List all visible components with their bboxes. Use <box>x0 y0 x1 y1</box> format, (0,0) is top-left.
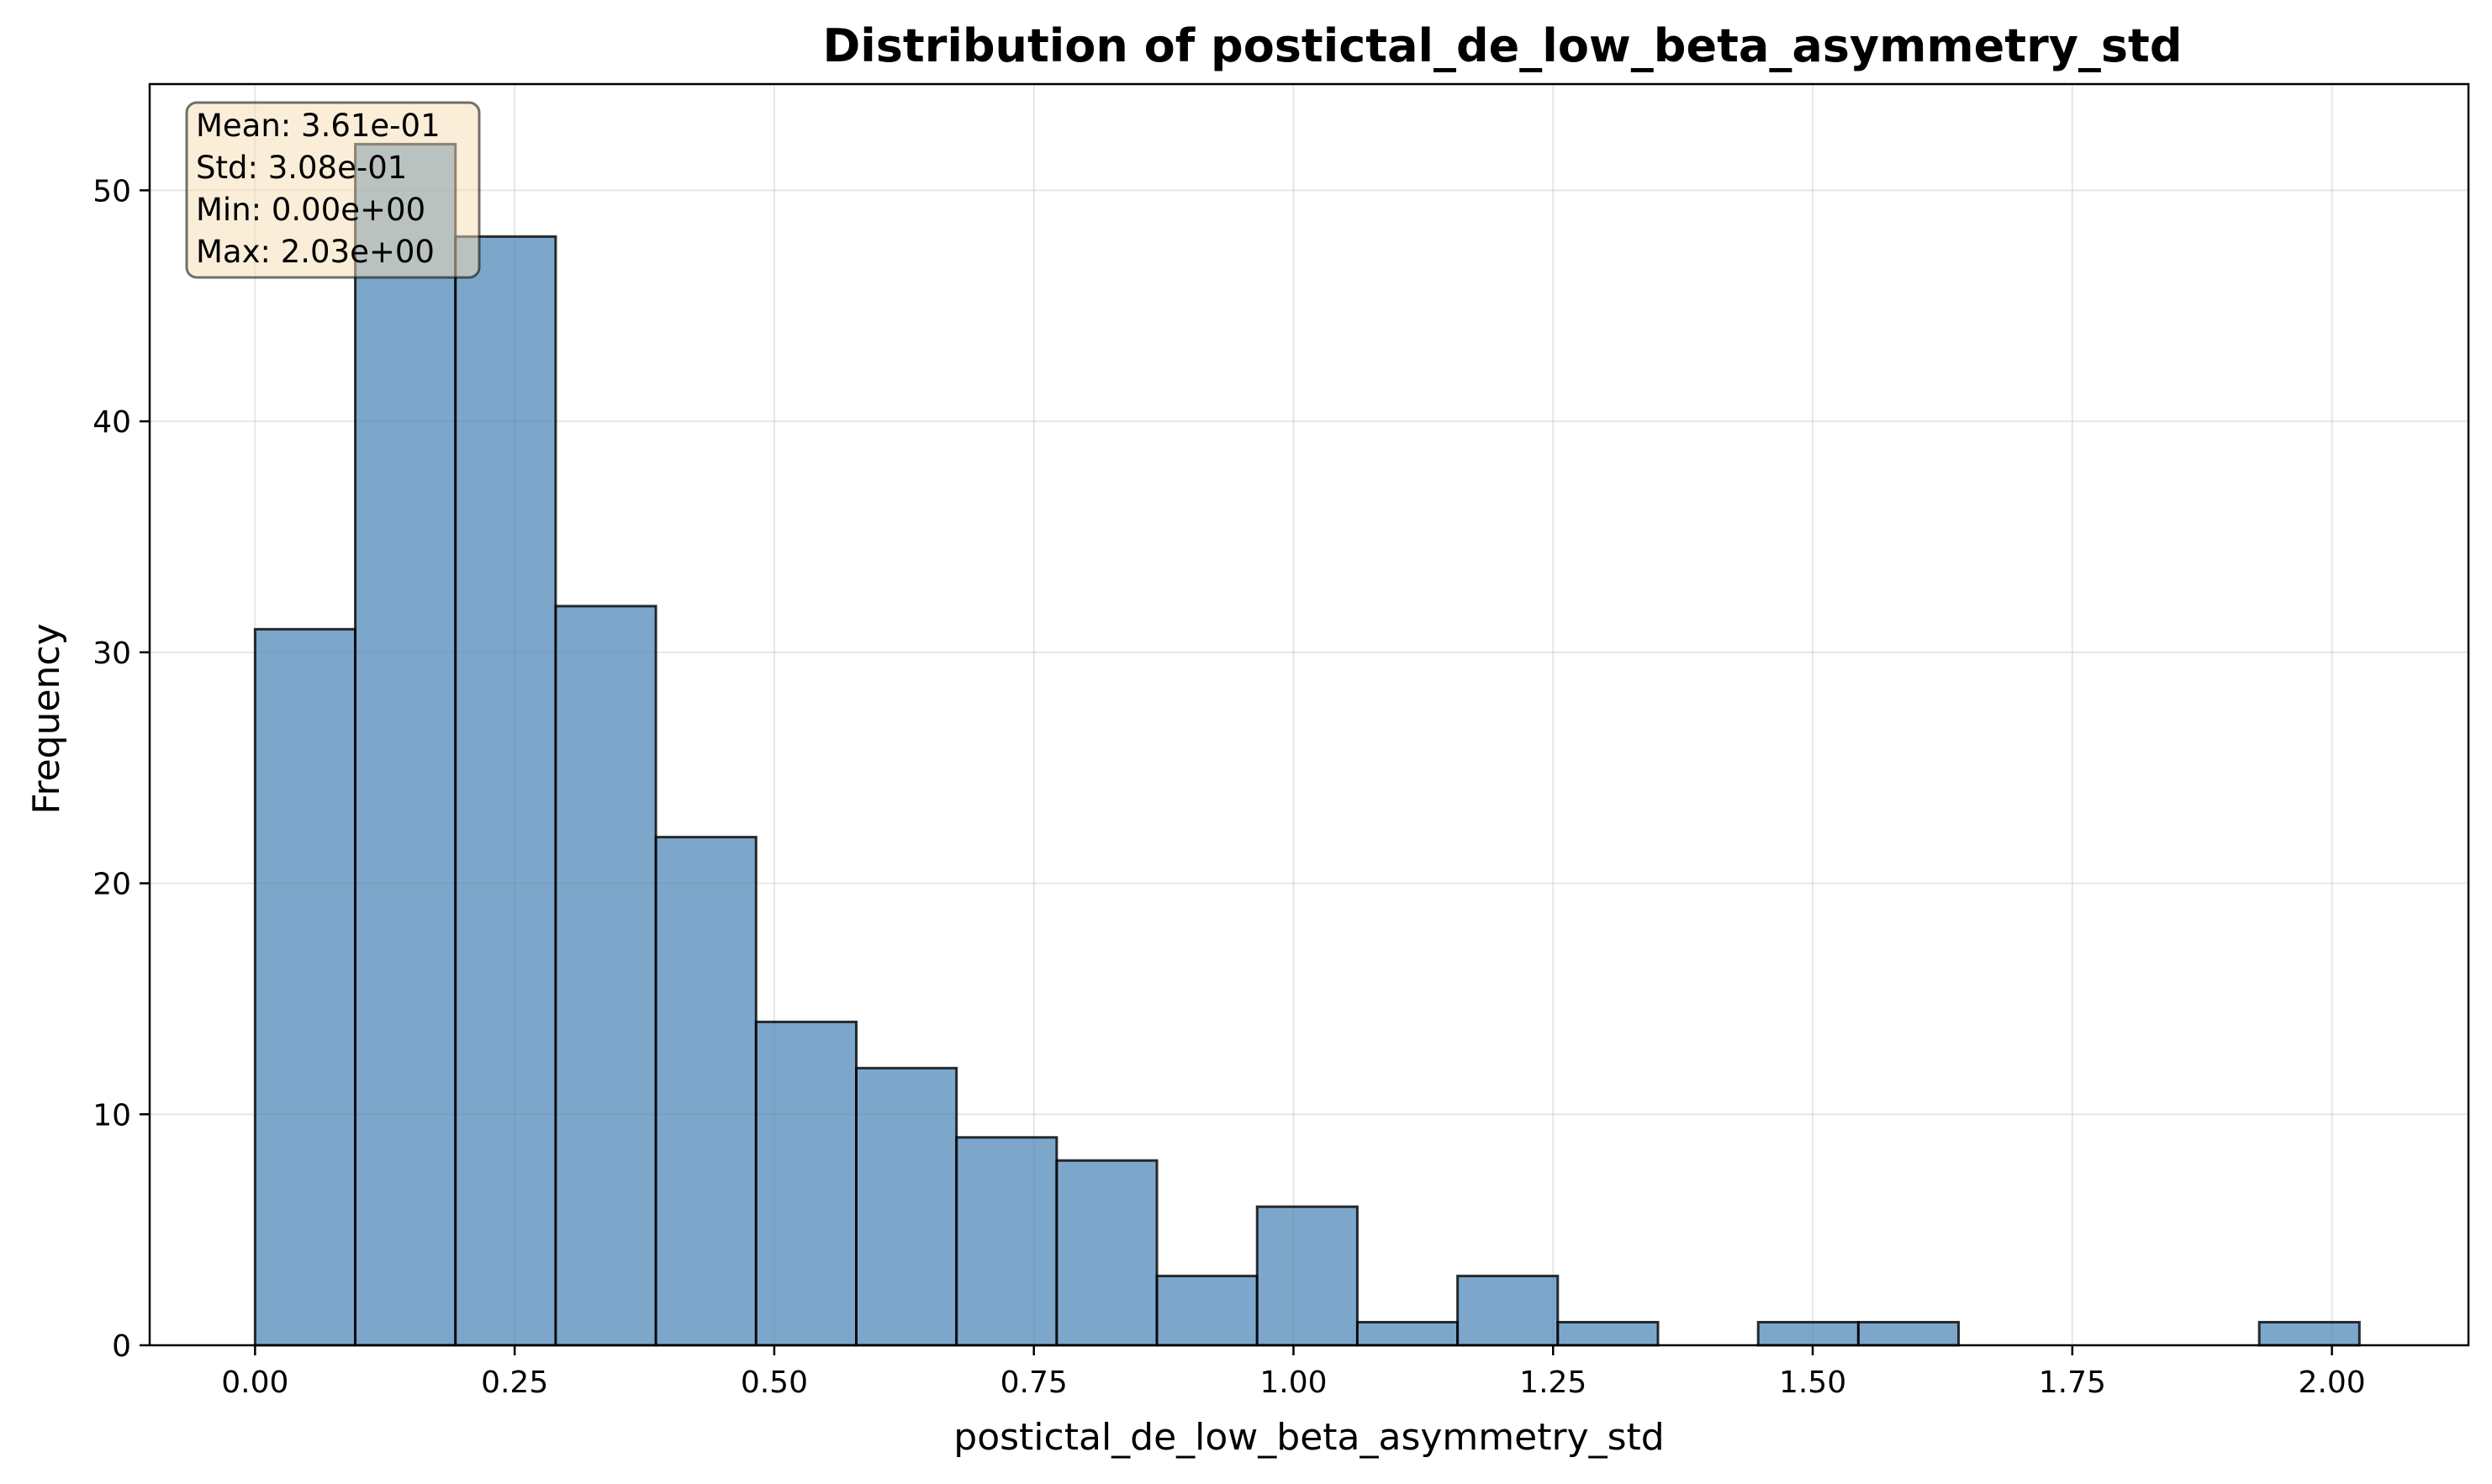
histogram-bar <box>854 1066 958 1347</box>
stats-box: Mean: 3.61e-01 Std: 3.08e-01 Min: 0.00e+… <box>185 101 481 279</box>
histogram-bar <box>754 1020 858 1347</box>
x-tick-label: 1.00 <box>1259 1365 1327 1400</box>
y-tick-label: 30 <box>92 636 131 671</box>
x-tick-label: 0.25 <box>481 1365 548 1400</box>
y-tick-label: 20 <box>92 868 131 902</box>
stats-std: Std: 3.08e-01 <box>196 150 407 186</box>
histogram-bar <box>2257 1321 2361 1347</box>
histogram-bar <box>554 605 657 1347</box>
x-tick-label: 0.75 <box>1000 1365 1068 1400</box>
stats-mean: Mean: 3.61e-01 <box>196 108 441 144</box>
histogram-bar <box>1456 1275 1560 1347</box>
histogram-bar <box>1856 1321 1961 1347</box>
axis-ticks: 0.00 0.25 0.50 0.75 1.00 1.25 1.50 1.75 2.00 0 10 2… <box>92 174 2365 1400</box>
x-tick-label: 1.50 <box>1779 1365 1846 1400</box>
histogram-bar <box>1155 1275 1259 1347</box>
y-tick-label: 10 <box>92 1098 131 1133</box>
histogram-bar <box>654 836 758 1347</box>
histogram-bar <box>454 235 557 1347</box>
y-tick-label: 50 <box>92 174 131 209</box>
y-axis-label: Frequency <box>25 623 68 814</box>
x-tick-label: 1.25 <box>1519 1365 1587 1400</box>
x-tick-label: 0.50 <box>741 1365 808 1400</box>
x-axis-label: postictal_de_low_beta_asymmetry_std <box>953 1416 1664 1459</box>
y-tick-label: 0 <box>112 1329 131 1364</box>
histogram-bar <box>253 627 357 1347</box>
histogram-bar <box>1756 1321 1860 1347</box>
histogram-bar <box>1255 1205 1359 1347</box>
x-tick-label: 1.75 <box>2039 1365 2106 1400</box>
histogram-bar <box>1055 1159 1159 1347</box>
chart-title: Distribution of postictal_de_low_beta_as… <box>822 19 2182 72</box>
histogram-bar <box>1355 1321 1460 1347</box>
stats-min: Min: 0.00e+00 <box>196 192 425 228</box>
histogram-bar <box>354 142 457 1347</box>
histogram-bars <box>253 142 2361 1347</box>
histogram-bar <box>1556 1321 1660 1347</box>
plot-frame <box>148 82 2470 1347</box>
stats-box-background <box>185 101 481 279</box>
y-tick-label: 40 <box>92 405 131 440</box>
x-tick-label: 2.00 <box>2299 1365 2366 1400</box>
stats-max: Max: 2.03e+00 <box>196 234 435 270</box>
histogram-bar <box>955 1136 1059 1347</box>
x-tick-label: 0.00 <box>221 1365 288 1400</box>
